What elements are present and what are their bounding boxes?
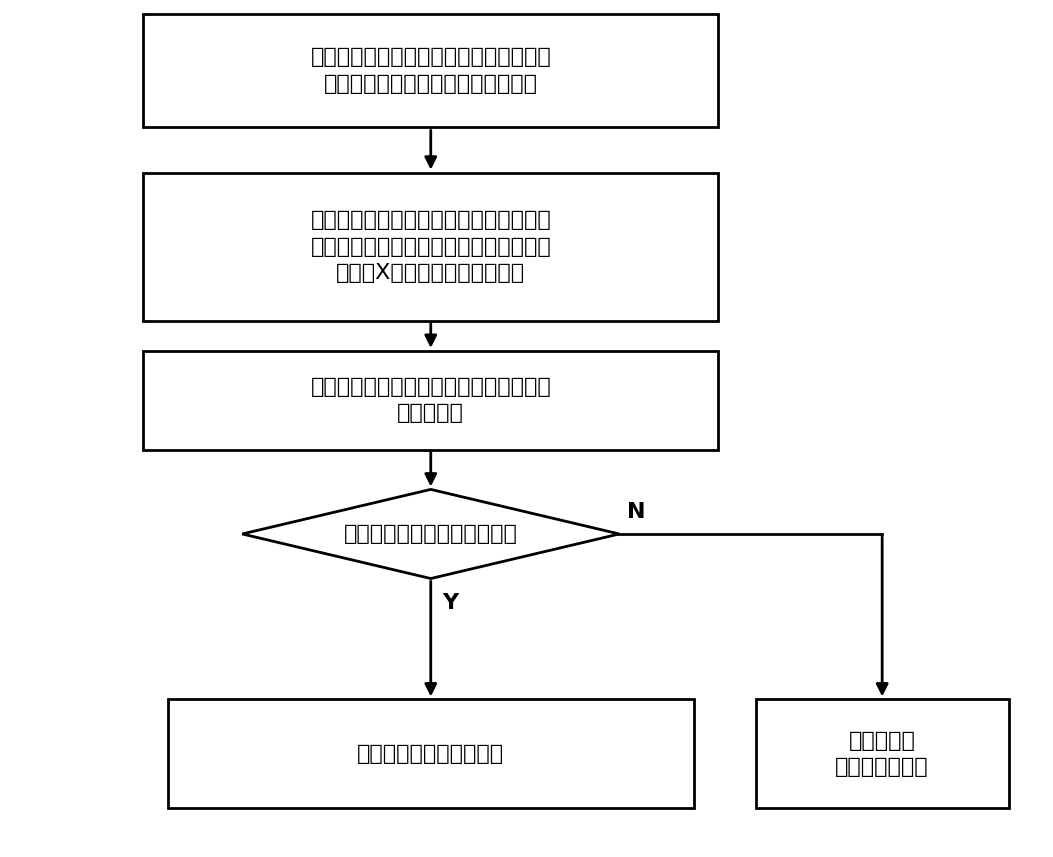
FancyBboxPatch shape xyxy=(756,699,1009,808)
FancyBboxPatch shape xyxy=(143,172,718,321)
Polygon shape xyxy=(242,489,619,578)
Text: N: N xyxy=(628,502,645,522)
Text: 断口距离是否满足设计要求？: 断口距离是否满足设计要求？ xyxy=(344,524,518,544)
Text: 分合闸触头
插入深度不合格: 分合闸触头 插入深度不合格 xyxy=(835,731,929,777)
Text: 在被检测高压断路器的套管上标记出分闸
触头、引弧触头之间的成像位置区域: 在被检测高压断路器的套管上标记出分闸 触头、引弧触头之间的成像位置区域 xyxy=(311,47,551,93)
Text: 在被检测高压断路器处于闭合状态下，使
用数字化射线成像检测系统对成像位置区
域进行X射线成像得到检测图像: 在被检测高压断路器处于闭合状态下，使 用数字化射线成像检测系统对成像位置区 域进… xyxy=(311,210,551,283)
Text: 分合闸触头插入深度合格: 分合闸触头插入深度合格 xyxy=(357,744,504,764)
FancyBboxPatch shape xyxy=(167,699,694,808)
FancyBboxPatch shape xyxy=(143,351,718,450)
Text: 获取检测图像中分闸触头、引弧触头之间
的断口距离: 获取检测图像中分闸触头、引弧触头之间 的断口距离 xyxy=(311,377,551,423)
Text: Y: Y xyxy=(442,593,459,614)
FancyBboxPatch shape xyxy=(143,14,718,128)
